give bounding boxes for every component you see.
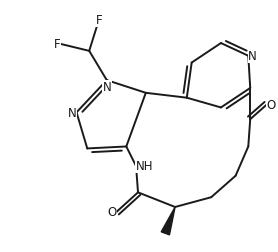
Text: N: N <box>68 106 76 119</box>
Polygon shape <box>161 207 175 235</box>
Text: O: O <box>107 206 116 218</box>
Text: F: F <box>96 14 102 27</box>
Text: NH: NH <box>136 160 153 173</box>
Text: N: N <box>248 50 257 63</box>
Text: O: O <box>267 99 276 112</box>
Text: F: F <box>54 37 60 50</box>
Text: N: N <box>102 81 111 94</box>
